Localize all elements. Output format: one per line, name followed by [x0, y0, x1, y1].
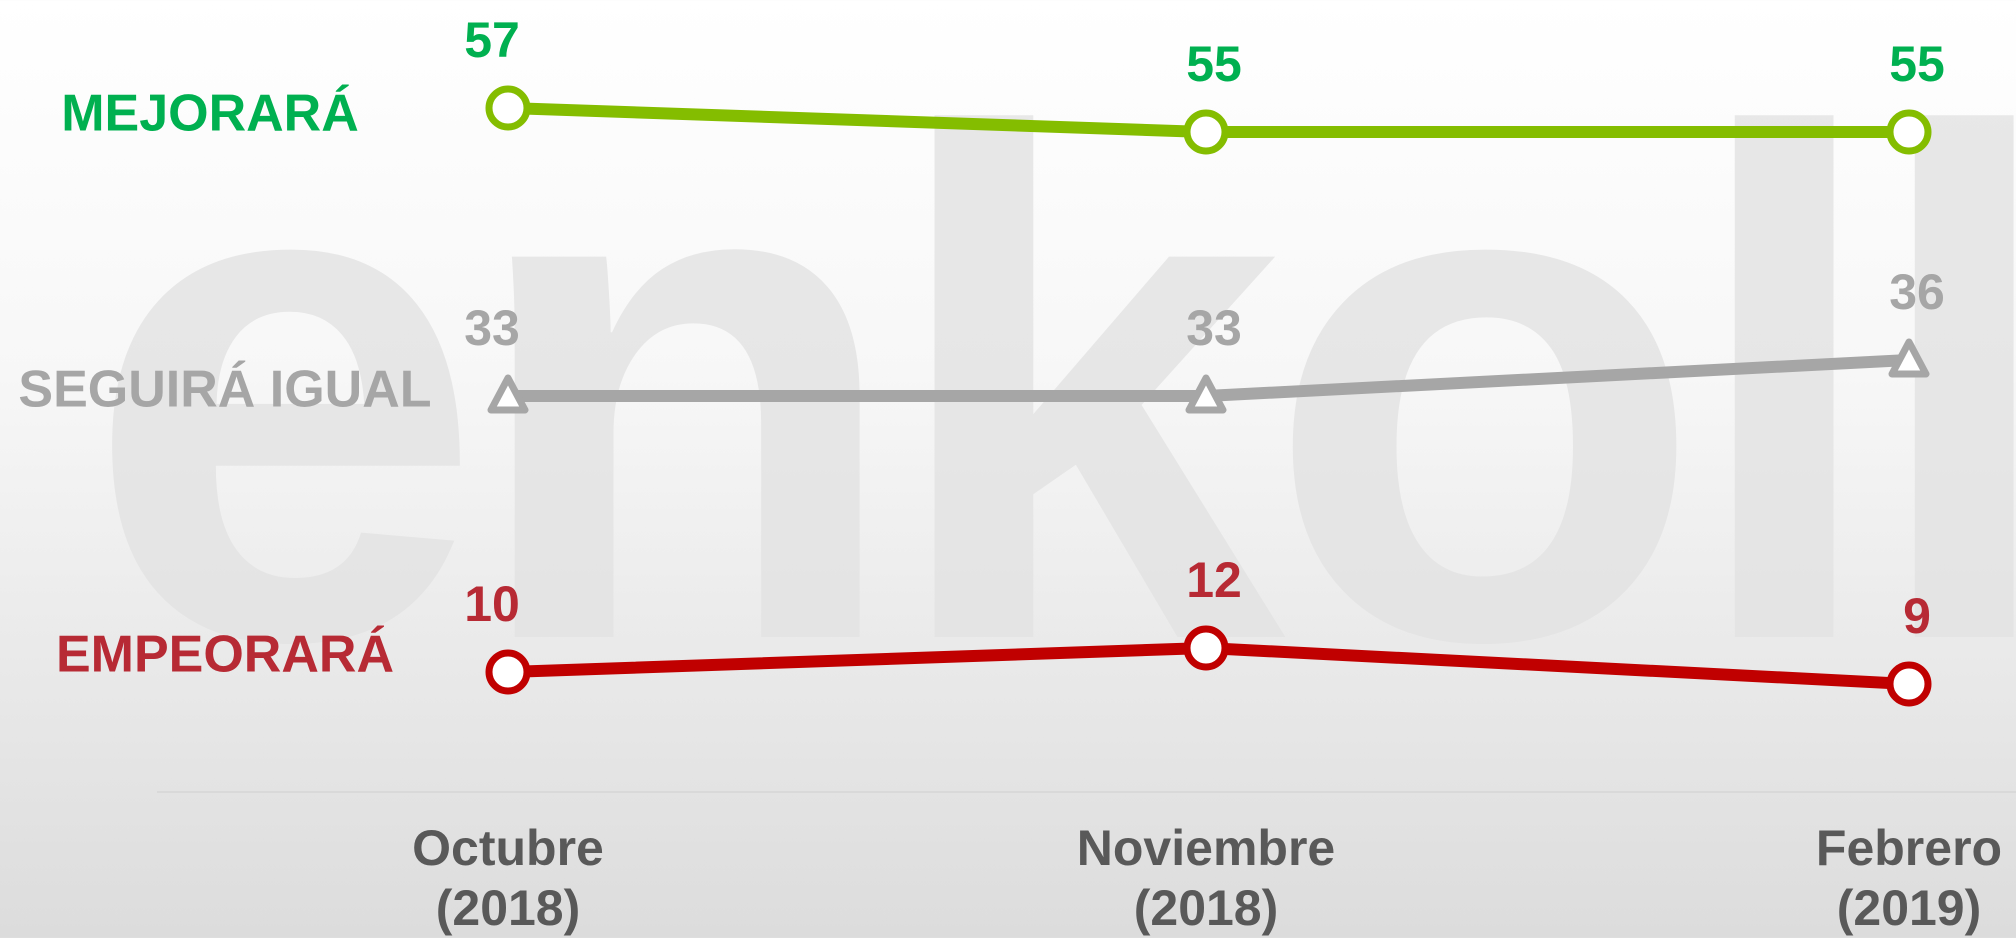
- legend-label: EMPEORARÁ: [56, 626, 394, 684]
- data-label: 12: [1186, 552, 1242, 608]
- data-label: 36: [1889, 264, 1945, 320]
- legend-label: SEGUIRÁ IGUAL: [18, 361, 431, 419]
- data-label: 33: [1186, 300, 1242, 356]
- x-tick-label: Octubre (2018): [412, 820, 604, 936]
- data-label: 55: [1186, 36, 1242, 92]
- marker: [1886, 661, 1932, 707]
- x-tick-label: Noviembre (2018): [1076, 820, 1336, 936]
- data-label: 33: [464, 300, 520, 356]
- marker: [1185, 374, 1227, 414]
- data-label: 10: [464, 576, 520, 632]
- data-label: 57: [464, 12, 520, 68]
- x-tick-label: Febrero (2019): [1815, 820, 2003, 936]
- data-label: 9: [1903, 588, 1931, 644]
- data-label: 55: [1889, 36, 1945, 92]
- marker: [485, 85, 531, 131]
- marker: [487, 374, 529, 414]
- marker: [1183, 625, 1229, 671]
- marker: [1886, 109, 1932, 155]
- marker: [485, 649, 531, 695]
- marker: [1183, 109, 1229, 155]
- legend-label: MEJORARÁ: [61, 85, 359, 143]
- marker: [1888, 338, 1930, 378]
